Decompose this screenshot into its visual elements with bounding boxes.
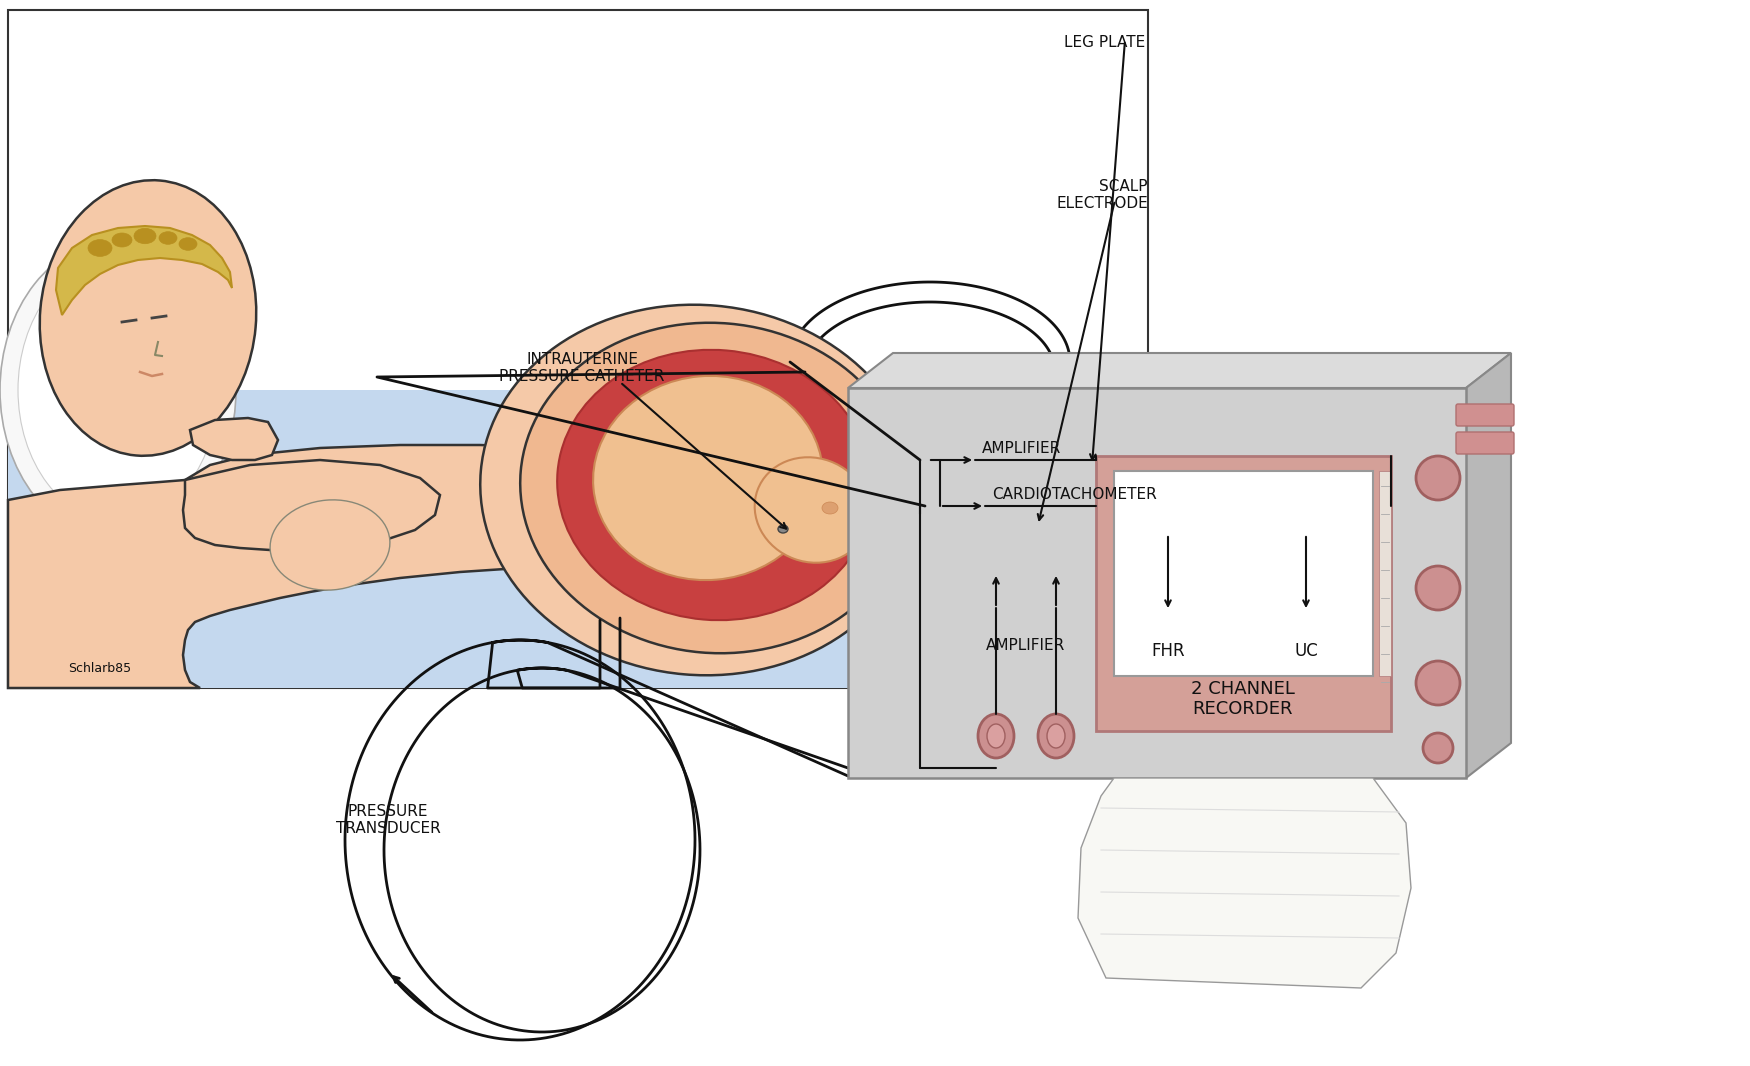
Polygon shape: [997, 388, 1148, 608]
Polygon shape: [9, 390, 1148, 430]
Polygon shape: [1115, 471, 1374, 676]
Circle shape: [1416, 566, 1459, 610]
FancyBboxPatch shape: [1456, 432, 1514, 454]
Circle shape: [1416, 661, 1459, 705]
Polygon shape: [1466, 353, 1510, 778]
Text: AMPLIFIER: AMPLIFIER: [987, 639, 1066, 653]
Ellipse shape: [822, 502, 838, 514]
Text: FHR: FHR: [1152, 642, 1185, 660]
Circle shape: [852, 513, 863, 523]
Polygon shape: [1096, 456, 1391, 731]
Ellipse shape: [18, 258, 219, 522]
Polygon shape: [9, 430, 1148, 688]
Ellipse shape: [1046, 724, 1066, 748]
Polygon shape: [184, 461, 439, 550]
Ellipse shape: [159, 231, 177, 244]
Ellipse shape: [88, 240, 112, 257]
Polygon shape: [1379, 471, 1391, 676]
Text: SCALP
ELECTRODE: SCALP ELECTRODE: [1057, 179, 1148, 211]
FancyBboxPatch shape: [1456, 404, 1514, 426]
Ellipse shape: [1038, 714, 1074, 758]
Ellipse shape: [978, 714, 1013, 758]
Ellipse shape: [480, 305, 920, 675]
Polygon shape: [9, 445, 1110, 688]
Ellipse shape: [178, 238, 198, 251]
Polygon shape: [849, 388, 1466, 778]
Text: LEG PLATE: LEG PLATE: [1064, 35, 1144, 50]
Ellipse shape: [987, 724, 1004, 748]
Ellipse shape: [556, 350, 873, 620]
Ellipse shape: [40, 180, 256, 456]
Polygon shape: [9, 10, 1148, 688]
FancyBboxPatch shape: [1045, 461, 1139, 527]
Ellipse shape: [0, 240, 236, 540]
Ellipse shape: [520, 323, 910, 653]
Ellipse shape: [270, 500, 390, 591]
FancyBboxPatch shape: [1052, 468, 1132, 520]
Text: INTRAUTERINE
PRESSURE CATHETER: INTRAUTERINE PRESSURE CATHETER: [499, 352, 665, 384]
Text: 2 CHANNEL
RECORDER: 2 CHANNEL RECORDER: [1192, 680, 1295, 718]
Text: PRESSURE
TRANSDUCER: PRESSURE TRANSDUCER: [336, 804, 441, 836]
Ellipse shape: [593, 376, 822, 580]
Circle shape: [1423, 733, 1452, 763]
Polygon shape: [191, 418, 278, 461]
Ellipse shape: [779, 524, 788, 533]
Circle shape: [1416, 456, 1459, 500]
Text: CARDIOTACHOMETER: CARDIOTACHOMETER: [992, 487, 1157, 502]
Ellipse shape: [135, 228, 156, 244]
Polygon shape: [56, 226, 233, 314]
Polygon shape: [481, 430, 875, 505]
Ellipse shape: [754, 457, 870, 563]
Text: AMPLIFIER: AMPLIFIER: [982, 441, 1060, 456]
Polygon shape: [859, 432, 1010, 490]
Polygon shape: [1078, 778, 1410, 988]
Text: UC: UC: [1295, 642, 1318, 660]
Ellipse shape: [112, 233, 131, 247]
Text: Schlarb85: Schlarb85: [68, 662, 131, 675]
Polygon shape: [849, 353, 1510, 388]
